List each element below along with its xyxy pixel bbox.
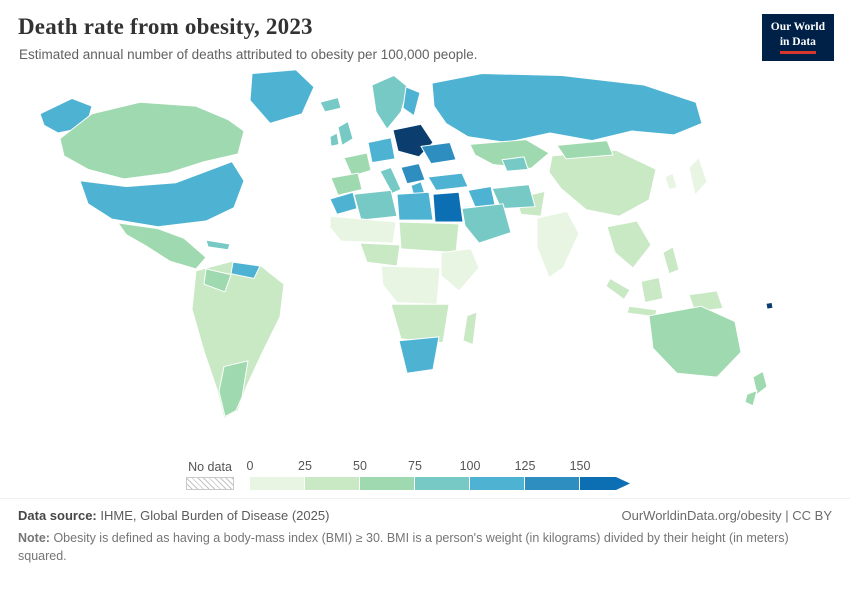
note-label: Note: — [18, 531, 50, 545]
legend-tick: 25 — [298, 459, 312, 473]
legend-bar[interactable] — [250, 477, 630, 490]
country-uzbekistan[interactable] — [501, 156, 529, 172]
country-spain-portugal[interactable] — [330, 172, 363, 196]
chart-header: Death rate from obesity, 2023 Estimated … — [0, 0, 850, 62]
legend-tick: 125 — [514, 459, 536, 473]
legend-ticks: 0 25 50 75 100 125 150 — [246, 459, 630, 477]
country-canada[interactable] — [59, 101, 245, 180]
country-madagascar[interactable] — [462, 311, 478, 346]
country-horn-of-africa[interactable] — [440, 248, 480, 292]
country-india[interactable] — [536, 210, 580, 279]
owid-logo-line2: in Data — [779, 35, 816, 54]
legend-bin[interactable] — [415, 477, 470, 490]
country-new-zealand[interactable] — [744, 370, 768, 407]
data-source-text: IHME, Global Burden of Disease (2025) — [100, 508, 330, 523]
country-italy[interactable] — [379, 166, 402, 194]
country-russia[interactable] — [431, 73, 703, 143]
country-ireland[interactable] — [329, 132, 340, 147]
note-text: Obesity is defined as having a body-mass… — [18, 531, 789, 564]
country-japan[interactable] — [688, 157, 708, 196]
country-morocco[interactable] — [329, 191, 358, 215]
country-australia[interactable] — [648, 305, 742, 378]
country-south-africa[interactable] — [398, 336, 440, 374]
legend-no-data: No data — [186, 460, 234, 490]
country-algeria[interactable] — [353, 189, 398, 221]
country-brazil[interactable] — [191, 260, 285, 419]
legend-tick: 0 — [246, 459, 254, 473]
country-norway-sweden[interactable] — [371, 75, 409, 130]
country-sumatra[interactable] — [605, 278, 631, 301]
country-balkans[interactable] — [400, 163, 426, 185]
country-central-africa[interactable] — [380, 265, 441, 305]
country-mongolia[interactable] — [556, 140, 614, 160]
chart-titles: Death rate from obesity, 2023 Estimated … — [18, 14, 478, 62]
country-borneo[interactable] — [640, 277, 664, 303]
legend-bin[interactable] — [250, 477, 305, 490]
legend-tick: 100 — [459, 459, 481, 473]
map-legend: No data 0 25 50 75 100 125 150 — [186, 454, 850, 490]
country-united-states[interactable] — [79, 161, 245, 228]
owid-logo-line1: Our World — [770, 21, 825, 33]
legend-bin[interactable] — [470, 477, 525, 490]
country-libya[interactable] — [396, 191, 434, 221]
country-venezuela[interactable] — [230, 261, 261, 279]
country-southeast-asia[interactable] — [606, 220, 652, 269]
legend-tick: 50 — [353, 459, 367, 473]
license-link[interactable]: OurWorldinData.org/obesity | CC BY — [621, 508, 833, 523]
country-saudi-arabia[interactable] — [461, 203, 512, 244]
country-finland[interactable] — [402, 86, 421, 117]
country-greenland[interactable] — [249, 69, 315, 124]
country-iraq-levant[interactable] — [467, 186, 496, 208]
country-cuba[interactable] — [205, 239, 231, 251]
chart-title: Death rate from obesity, 2023 — [18, 14, 313, 39]
legend-bin[interactable] — [580, 477, 630, 490]
world-choropleth-map — [0, 64, 850, 452]
country-turkey[interactable] — [427, 172, 469, 191]
country-iran[interactable] — [491, 184, 536, 210]
country-united-kingdom[interactable] — [337, 120, 354, 146]
country-nigeria[interactable] — [359, 242, 401, 267]
country-colombia[interactable] — [203, 268, 232, 293]
country-southern-africa[interactable] — [390, 303, 450, 344]
country-germany[interactable] — [367, 137, 396, 164]
no-data-swatch[interactable] — [186, 477, 234, 490]
legend-tick: 150 — [569, 459, 591, 473]
data-source-label: Data source: — [18, 508, 97, 523]
world-map-svg — [39, 69, 774, 419]
country-iceland[interactable] — [319, 97, 342, 113]
country-sudan-chad[interactable] — [398, 221, 460, 254]
country-china[interactable] — [548, 149, 657, 217]
country-egypt[interactable] — [432, 191, 464, 223]
country-fiji[interactable] — [765, 301, 774, 310]
no-data-label: No data — [188, 460, 232, 474]
country-south-korea[interactable] — [664, 172, 678, 190]
legend-tick: 75 — [408, 459, 422, 473]
legend-bin[interactable] — [525, 477, 580, 490]
country-argentina[interactable] — [218, 360, 249, 417]
legend-bin[interactable] — [305, 477, 360, 490]
legend-scale: 0 25 50 75 100 125 150 — [246, 459, 630, 490]
country-france[interactable] — [343, 152, 372, 177]
country-philippines[interactable] — [662, 246, 680, 275]
chart-footer: Data source: IHME, Global Burden of Dise… — [0, 498, 850, 565]
country-kazakhstan[interactable] — [469, 139, 550, 169]
legend-bin[interactable] — [360, 477, 415, 490]
chart-subtitle: Estimated annual number of deaths attrib… — [19, 47, 478, 62]
country-sahel-west-africa[interactable] — [329, 215, 397, 244]
country-mexico[interactable] — [117, 222, 207, 270]
country-ukraine[interactable] — [420, 142, 457, 165]
owid-logo[interactable]: Our World in Data — [761, 14, 834, 61]
data-source: Data source: IHME, Global Burden of Dise… — [18, 508, 329, 523]
